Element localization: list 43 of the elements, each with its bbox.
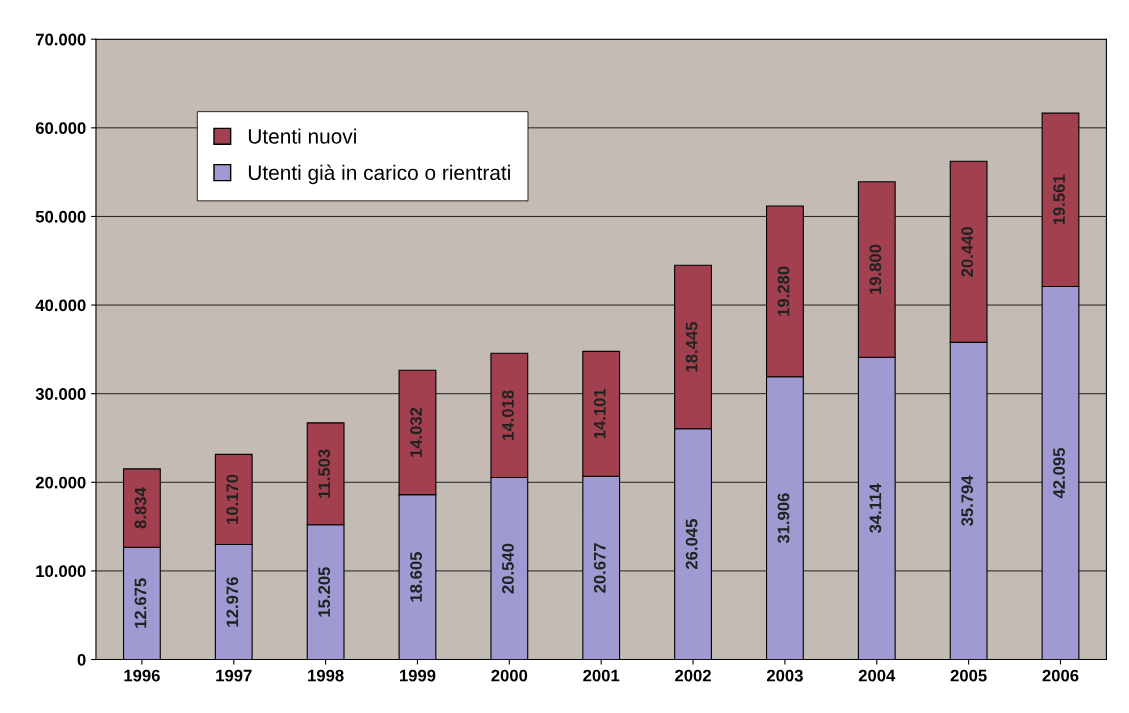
y-tick-label: 70.000 [35,33,86,46]
x-tick-label: 1998 [308,669,344,682]
data-label: 34.114 [869,483,882,534]
data-label: 19.561 [1053,174,1065,225]
data-label: 20.440 [961,226,974,277]
data-label: 31.906 [777,493,790,544]
data-label: 11.503 [318,449,331,498]
data-label: 26.045 [685,519,698,570]
data-label: 14.018 [502,390,514,440]
x-tick-label: 1996 [124,669,160,682]
data-label: 18.605 [410,552,422,602]
data-label: 12.976 [226,577,239,627]
x-tick-label: 2000 [491,669,528,682]
data-label: 19.800 [869,244,882,294]
data-label: 12.675 [134,578,147,628]
legend-label: Utenti nuovi [248,128,356,144]
data-label: 42.095 [1053,447,1065,499]
y-tick-label: 30.000 [35,388,86,400]
data-label: 14.101 [593,388,606,439]
y-tick-label: 50.000 [35,210,86,223]
x-tick-label: 2004 [858,669,896,682]
x-tick-label: 2002 [675,669,711,682]
data-label: 18.445 [685,321,698,372]
x-tick-label: 1997 [216,669,252,682]
y-tick-label: 20.000 [35,476,86,489]
y-tick-label: 60.000 [35,122,86,135]
data-label: 35.794 [961,475,974,527]
data-label: 10.170 [226,474,239,524]
y-tick-label: 0 [77,653,86,666]
data-label: 14.032 [410,407,422,457]
data-label: 15.205 [318,567,331,617]
x-tick-label: 2001 [583,669,620,682]
x-tick-label: 2005 [950,669,987,682]
x-tick-label: 2003 [766,669,803,682]
data-label: 19.280 [777,266,790,316]
legend-label: Utenti già in carico o rientrati [248,164,510,185]
y-tick-label: 40.000 [35,299,86,312]
x-tick-label: 2006 [1042,669,1079,682]
data-label: 20.677 [593,543,606,593]
data-label: 8.834 [134,487,147,529]
x-tick-label: 1999 [399,669,436,682]
y-tick-label: 10.000 [36,565,86,578]
data-label: 20.540 [502,543,514,594]
